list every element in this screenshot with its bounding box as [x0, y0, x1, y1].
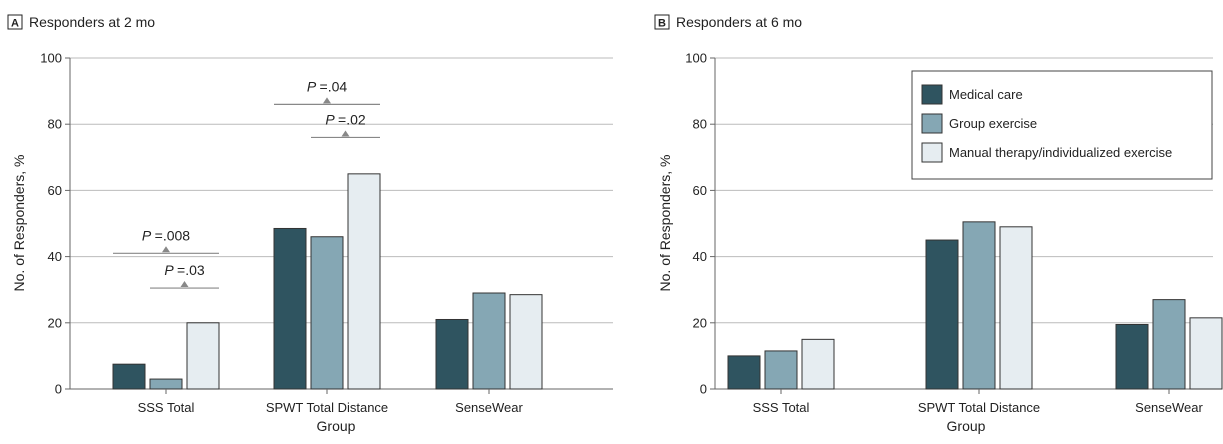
legend-label-manual-therapy: Manual therapy/individualized exercise	[949, 145, 1172, 160]
panel-a-x-axis-title: Group	[317, 418, 356, 434]
panel-b-legend: Medical care Group exercise Manual thera…	[911, 70, 1213, 180]
panel-b-bars	[727, 221, 1223, 390]
panel-a-bar-sss-total-medical-care	[112, 363, 146, 390]
panel-b-y-tick-label: 60	[693, 183, 707, 198]
panel-a-p-value: =.008	[155, 227, 191, 243]
panel-b-letter: B	[658, 18, 666, 30]
panel-a-category-label-spwt-total-distance: SPWT Total Distance	[266, 400, 388, 415]
panel-a-bar-spwt-total-distance-manual-therapy-individualized-exercise	[347, 173, 381, 390]
panel-a-y-tick-label: 60	[48, 183, 62, 198]
panel-a-y-axis-title: No. of Responders, %	[11, 155, 27, 292]
panel-a-letter-box	[7, 14, 23, 30]
panel-b-y-tick-label: 40	[693, 249, 707, 264]
panel-a-y-tick-label: 0	[55, 382, 62, 397]
panel-b: B Responders at 6 mo 0 20 40 60 80 100 SSS To…	[654, 14, 1223, 434]
panel-a-y-tick-label: 20	[48, 315, 62, 330]
panel-b-bar-spwt-total-distance-medical-care	[925, 239, 959, 390]
panel-a-p-symbol: P	[325, 111, 338, 127]
panel-a-categories: SSS Total SPWT Total Distance SenseWear	[138, 389, 524, 415]
panel-a-bar-sss-total-manual-therapy-individualized-exercise	[186, 322, 220, 390]
panel-b-bar-sss-total-medical-care	[727, 355, 761, 390]
panel-b-bar-sensewear-medical-care	[1115, 323, 1149, 390]
panel-a-p-value-label: P =.02	[325, 111, 366, 127]
panel-a-y-tick-label: 100	[40, 51, 62, 66]
panel-a-y-tick-label: 40	[48, 249, 62, 264]
panel-a-category-label-sss-total: SSS Total	[138, 400, 195, 415]
legend-box	[911, 70, 1213, 180]
panel-a-bar-sensewear-group-exercise	[472, 292, 506, 390]
panel-a-bar-sensewear-manual-therapy-individualized-exercise	[509, 294, 543, 390]
panel-b-y-axis-title: No. of Responders, %	[657, 155, 673, 292]
panel-a: A Responders at 2 mo 0 20 40 60 80 100 SSS To…	[7, 14, 613, 434]
legend-swatch-group-exercise	[921, 113, 943, 134]
panel-b-x-axis-title: Group	[947, 418, 986, 434]
panel-a-significance-marker	[323, 97, 331, 104]
panel-b-category-label-sss-total: SSS Total	[753, 400, 810, 415]
panel-a-y-ticks: 0 20 40 60 80 100	[40, 51, 70, 397]
panel-a-p-value: =.03	[177, 262, 205, 278]
panel-a-significance-marker	[180, 281, 189, 288]
panel-a-bar-spwt-total-distance-medical-care	[273, 227, 307, 390]
legend-swatch-medical-care	[921, 84, 943, 105]
panel-b-category-label-sensewear: SenseWear	[1135, 400, 1203, 415]
panel-b-letter-box	[654, 14, 670, 30]
panel-a-bar-sensewear-medical-care	[435, 318, 469, 390]
panel-a-p-value-label: P =.03	[164, 262, 205, 278]
panel-b-bar-sensewear-manual-therapy-individualized-exercise	[1189, 317, 1223, 390]
panel-b-y-ticks: 0 20 40 60 80 100	[685, 51, 715, 397]
panel-b-title: Responders at 6 mo	[676, 14, 802, 30]
panel-a-p-symbol: P	[307, 78, 320, 94]
panel-a-p-symbol: P	[164, 262, 177, 278]
panel-a-y-tick-label: 80	[48, 117, 62, 132]
panel-a-p-value-label: P =.008	[142, 227, 190, 243]
panel-a-p-symbol: P	[142, 227, 155, 243]
legend-label-group-exercise: Group exercise	[949, 116, 1037, 131]
panel-b-bar-sss-total-manual-therapy-individualized-exercise	[801, 338, 835, 390]
panel-a-title: Responders at 2 mo	[29, 14, 155, 30]
panel-b-y-tick-label: 0	[700, 382, 707, 397]
panel-b-categories: SSS Total SPWT Total Distance SenseWear	[753, 389, 1204, 415]
panel-a-category-label-sensewear: SenseWear	[455, 400, 523, 415]
panel-a-bar-spwt-total-distance-group-exercise	[310, 236, 344, 390]
panel-b-bar-spwt-total-distance-manual-therapy-individualized-exercise	[999, 226, 1033, 390]
panel-a-significance-marker	[162, 246, 170, 253]
legend-swatch-manual-therapy	[921, 142, 943, 163]
panel-b-y-tick-label: 20	[693, 315, 707, 330]
panel-a-significance-marker	[341, 130, 350, 137]
panel-a-letter: A	[11, 18, 19, 30]
panel-a-bar-sss-total-group-exercise	[149, 378, 183, 390]
panel-b-y-tick-label: 100	[685, 51, 707, 66]
panel-a-p-value: =.02	[338, 111, 366, 127]
panel-a-bars	[112, 173, 543, 390]
panel-b-category-label-spwt-total-distance: SPWT Total Distance	[918, 400, 1040, 415]
panel-a-p-value: =.04	[320, 78, 348, 94]
panel-a-p-value-label: P =.04	[307, 78, 348, 94]
panel-b-bar-sensewear-group-exercise	[1152, 299, 1186, 390]
panel-b-bar-sss-total-group-exercise	[764, 350, 798, 390]
panel-b-bar-spwt-total-distance-group-exercise	[962, 221, 996, 390]
legend-label-medical-care: Medical care	[949, 87, 1023, 102]
panel-b-y-tick-label: 80	[693, 117, 707, 132]
